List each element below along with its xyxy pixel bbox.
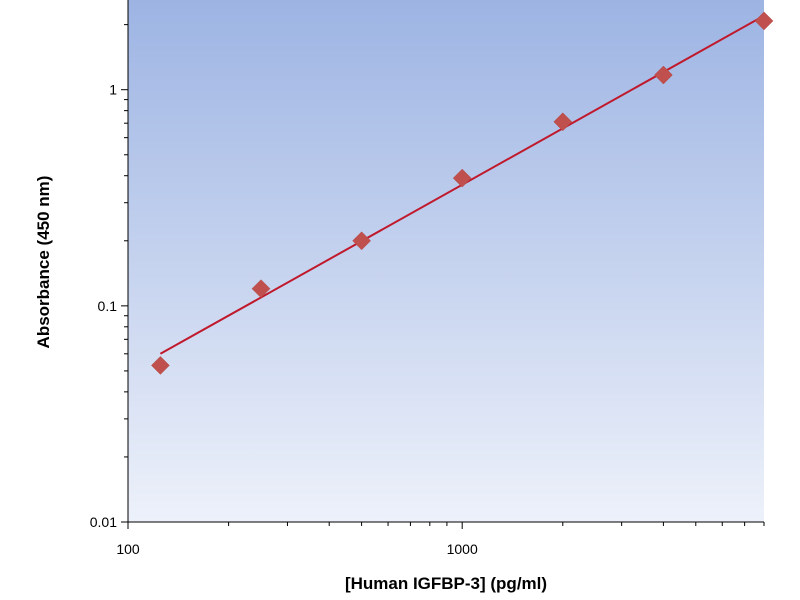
data-point <box>251 279 271 299</box>
y-tick-label: 0.01 <box>90 514 117 530</box>
data-point <box>452 168 472 188</box>
data-point <box>352 231 371 251</box>
y-tick-label: 0.1 <box>98 298 118 314</box>
data-point <box>654 65 673 85</box>
plot-area <box>128 0 764 522</box>
data-point <box>754 11 774 31</box>
x-tick-label: 1000 <box>447 541 478 557</box>
data-point <box>151 356 170 375</box>
y-tick-label: 1 <box>109 82 117 98</box>
x-tick-label: 100 <box>116 541 140 557</box>
y-axis-title: Absorbance (450 nm) <box>34 176 53 349</box>
x-axis-title: [Human IGFBP-3] (pg/ml) <box>345 574 547 593</box>
data-point <box>553 112 573 132</box>
chart-marks: 0.01 0.1 1 100 1000 <box>90 0 774 557</box>
